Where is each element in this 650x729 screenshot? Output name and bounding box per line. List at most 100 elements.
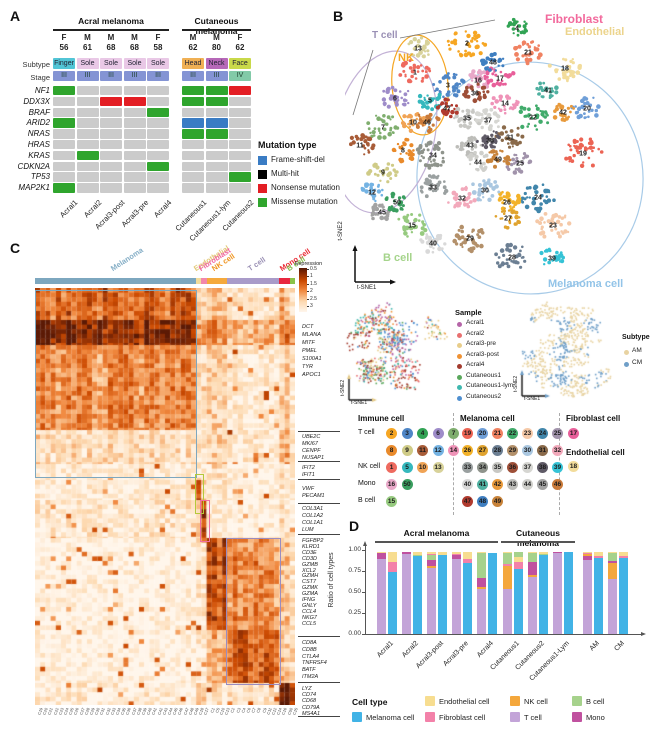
svg-text:3: 3 bbox=[446, 83, 450, 90]
sample-legend-label: Acral4 bbox=[466, 361, 485, 368]
heatmap-gene-label: CENPF bbox=[302, 448, 321, 454]
d-ytick-label: 0.50 bbox=[348, 588, 361, 595]
age-value: 68 bbox=[130, 43, 139, 52]
d-bar-segment-t-cell bbox=[452, 558, 461, 634]
d-bar-segment-endothelial-cell bbox=[618, 551, 628, 556]
heatmap-gene-label: NKG7 bbox=[302, 614, 317, 621]
heatmap-gene-label: BATF bbox=[302, 667, 316, 674]
d-bar-segment-t-cell bbox=[402, 553, 411, 634]
sample-legend-dot bbox=[457, 332, 462, 338]
gene-label: NF1 bbox=[34, 86, 50, 95]
d-bar-segment-melanoma-cell bbox=[538, 555, 548, 634]
cluster-badge-38: 38 bbox=[537, 462, 548, 473]
mutation-cell-NF1-Acral2 bbox=[76, 86, 99, 96]
mutation-cell-NF1-Cutaneous2 bbox=[229, 86, 251, 96]
heatmap-gene-label: S100A1 bbox=[302, 356, 322, 362]
svg-text:18: 18 bbox=[561, 66, 569, 73]
svg-text:25: 25 bbox=[516, 161, 524, 168]
cluster-badge-18: 18 bbox=[568, 461, 579, 472]
svg-text:16: 16 bbox=[474, 78, 482, 85]
mutation-cell-DDX3X-Cutaneous1-lym bbox=[205, 96, 228, 107]
cluster-badge-34: 34 bbox=[477, 462, 488, 473]
cluster-32: 32 bbox=[447, 185, 477, 209]
heatmap-gene-label: GZMB bbox=[302, 561, 318, 568]
d-legend-label: NK cell bbox=[524, 697, 548, 706]
mutation-legend-label: Nonsense mutation bbox=[271, 183, 340, 192]
age-value: 62 bbox=[188, 43, 198, 52]
heatmap-gene-label: LYZ bbox=[302, 686, 312, 692]
mutation-cell-DDX3X-Acral1 bbox=[53, 96, 75, 107]
d-bar-segment-endothelial-cell bbox=[387, 551, 397, 562]
group-header-rule bbox=[182, 29, 251, 31]
panel-c-label: C bbox=[10, 240, 21, 256]
svg-text:44: 44 bbox=[474, 160, 482, 167]
region-label-nk: NK bbox=[398, 52, 414, 64]
cluster-33: 33 bbox=[419, 174, 449, 199]
d-cutaneous-rule bbox=[501, 541, 575, 543]
d-y-axis bbox=[365, 545, 366, 635]
d-bar-segment-melanoma-cell bbox=[593, 558, 603, 634]
svg-text:29: 29 bbox=[466, 236, 474, 243]
mutation-cell-KRAS-Acral3-pre bbox=[123, 150, 146, 161]
cluster-40: 40 bbox=[419, 233, 447, 254]
svg-text:4: 4 bbox=[515, 26, 519, 33]
d-bar-segment-fibroblast-cell bbox=[462, 559, 472, 564]
mutation-cell-NRAS-Cutaneous1-lym bbox=[205, 129, 228, 139]
mutation-cell-HRAS-Acral3-post bbox=[100, 140, 122, 150]
svg-text:39: 39 bbox=[548, 256, 556, 263]
cluster-30: 30 bbox=[471, 178, 501, 202]
cluster-13: 13 bbox=[407, 36, 430, 59]
region-label-t-cell: T cell bbox=[372, 30, 398, 41]
gene-group-rule bbox=[298, 682, 340, 683]
cluster-badge-17: 17 bbox=[568, 428, 579, 439]
colgroup-strip-mono-cell bbox=[279, 278, 290, 284]
d-bar-segment-t-cell bbox=[477, 589, 486, 634]
d-bar-segment-endothelial-cell bbox=[503, 551, 512, 553]
heatmap-gene-label: CTLA4 bbox=[302, 653, 320, 660]
svg-text:10: 10 bbox=[409, 120, 417, 127]
colorbar bbox=[299, 268, 307, 312]
d-bar-segment-t-cell bbox=[528, 577, 537, 634]
heatmap-gene-label: GZMH bbox=[302, 573, 319, 580]
mutation-cell-ARID2-Acral1 bbox=[53, 118, 75, 128]
svg-text:45: 45 bbox=[378, 210, 386, 217]
svg-text:22: 22 bbox=[529, 115, 537, 122]
d-bar-segment-fibroblast-cell bbox=[503, 564, 512, 566]
colorbar-tick: 1.5 bbox=[310, 280, 317, 287]
d-legend-swatch-nk-cell bbox=[510, 696, 520, 706]
stage-chip: III bbox=[53, 71, 75, 81]
colorbar-tick: 2 bbox=[310, 288, 313, 295]
svg-text:20: 20 bbox=[583, 106, 591, 113]
gene-label: DDX3X bbox=[23, 96, 50, 106]
d-bar-segment-endothelial-cell bbox=[427, 551, 436, 554]
d-bar-segment-endothelial-cell bbox=[377, 551, 386, 553]
svg-text:17: 17 bbox=[496, 76, 504, 83]
mutation-cell-HRAS-Acral2 bbox=[76, 140, 99, 150]
mutation-cell-HRAS-Cutaneous1 bbox=[182, 140, 204, 150]
endothelial-cell-key-title: Endothelial cell bbox=[566, 448, 625, 457]
cluster-1: 1 bbox=[398, 59, 432, 84]
mutation-cell-CDKN2A-Cutaneous2 bbox=[229, 161, 251, 171]
sample-legend-title: Sample bbox=[455, 308, 482, 317]
mutation-cell-NRAS-Acral3-post bbox=[100, 129, 122, 139]
mutation-cell-DDX3X-Acral3-post bbox=[100, 96, 122, 107]
mutation-cell-BRAF-Cutaneous1-lym bbox=[205, 107, 228, 117]
cluster-badge-15: 15 bbox=[386, 496, 397, 507]
cluster-badge-33: 33 bbox=[462, 462, 473, 473]
stage-row-label: Stage bbox=[30, 73, 50, 82]
d-bar-segment-fibroblast-cell bbox=[618, 555, 628, 558]
cluster-48: 48 bbox=[480, 52, 505, 72]
sample-legend-dot bbox=[457, 385, 462, 390]
sample-legend-label: Cutaneous1 bbox=[466, 371, 502, 379]
cluster-badge-28: 28 bbox=[492, 445, 503, 456]
cluster-badge-29: 29 bbox=[507, 445, 518, 456]
subtype-legend-dot bbox=[624, 350, 629, 355]
cluster-46: 46 bbox=[415, 112, 441, 134]
panel-b-label: B bbox=[333, 8, 344, 24]
cluster-badge-25: 25 bbox=[552, 428, 563, 439]
cluster-45: 45 bbox=[370, 202, 394, 222]
cluster-badge-23: 23 bbox=[522, 428, 533, 439]
cluster-badge-47: 47 bbox=[462, 496, 473, 507]
d-legend-label: Fibroblast cell bbox=[439, 713, 486, 722]
colorbar-tickmark bbox=[307, 283, 309, 285]
